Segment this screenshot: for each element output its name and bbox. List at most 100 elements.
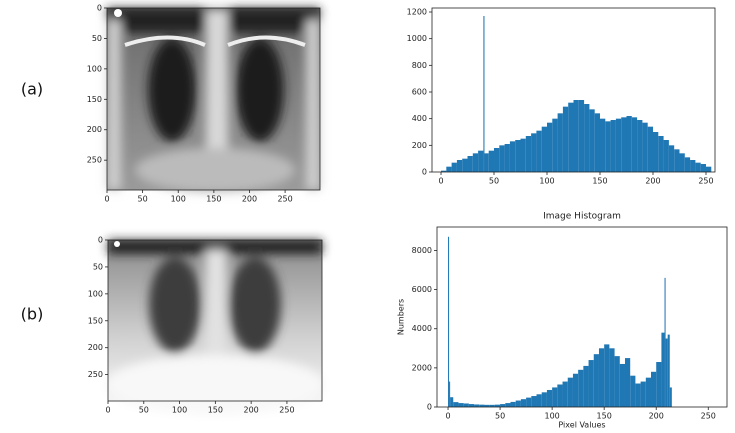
histogram-bar (658, 136, 664, 172)
histogram-bar (663, 140, 669, 172)
y-tick-label: 0 (97, 4, 102, 13)
histogram-bar (647, 126, 653, 172)
histogram-bar (567, 377, 573, 407)
histogram-bar (626, 116, 632, 172)
histogram-bar (573, 100, 579, 172)
histogram-bar (478, 150, 484, 172)
histogram-bar (705, 166, 712, 172)
histogram-bar (674, 149, 680, 172)
x-axis-label: Pixel Values (558, 421, 605, 430)
x-tick-label: 0 (438, 177, 443, 186)
histogram-bar (598, 348, 605, 407)
histogram-bar (594, 113, 600, 172)
histogram-bar (630, 375, 636, 407)
histogram-bar (462, 158, 468, 172)
histogram-bar (446, 166, 452, 172)
histogram-bar (578, 100, 585, 172)
histogram-bar (661, 332, 665, 407)
histogram-bar (656, 362, 662, 407)
histogram-bar (604, 344, 610, 407)
histogram-bar (536, 130, 542, 172)
histogram-bar (515, 400, 521, 407)
histogram-bar (467, 156, 473, 172)
y-tick-label: 400 (412, 114, 427, 123)
y-tick-label: 100 (88, 289, 103, 298)
histogram-bar (668, 145, 675, 172)
histogram-bar (536, 394, 542, 407)
histogram-bar (667, 334, 670, 407)
y-tick-label: 8000 (412, 246, 432, 255)
x-tick-label: 0 (105, 406, 110, 415)
y-tick-label: 1000 (407, 34, 427, 43)
x-tick-label: 50 (489, 177, 499, 186)
histogram-bar (483, 16, 485, 172)
histogram-bar (541, 392, 547, 407)
axes-frame (436, 226, 728, 408)
histogram-bar (635, 383, 641, 407)
histogram-bar (614, 356, 620, 407)
panel-label: (a) (21, 80, 43, 99)
histogram-bar (489, 404, 495, 407)
histogram-bar (619, 363, 625, 407)
y-tick-label: 0 (427, 403, 432, 412)
histogram-bar (690, 160, 696, 172)
histogram-bar (531, 396, 537, 407)
histogram-bar (664, 277, 666, 407)
histogram-bar (441, 170, 447, 172)
x-tick-label: 0 (445, 412, 450, 421)
histogram-bar (568, 102, 574, 172)
histogram-bar (484, 404, 490, 407)
y-tick-label: 800 (412, 61, 427, 70)
xray-image (107, 8, 320, 192)
histogram-bar (500, 404, 506, 407)
x-tick-label: 200 (645, 177, 660, 186)
histogram-bar (651, 371, 657, 407)
histogram-bar (450, 397, 454, 407)
x-tick-label: 0 (104, 195, 109, 204)
histogram-bar (520, 138, 526, 172)
histogram-bar (588, 360, 594, 407)
histogram-bar (578, 369, 584, 407)
x-tick-label: 200 (649, 412, 664, 421)
histogram-bar (599, 118, 606, 172)
histogram-bar (499, 145, 505, 172)
x-tick-label: 200 (244, 406, 259, 415)
histogram-bar (504, 144, 510, 172)
x-tick-label: 100 (544, 412, 559, 421)
histogram-bar (572, 373, 579, 407)
y-tick-label: 200 (412, 141, 427, 150)
histogram-bar (468, 404, 475, 407)
x-tick-label: 150 (206, 195, 221, 204)
y-tick-label: 100 (87, 64, 102, 73)
histogram-bar (642, 122, 648, 172)
histogram-bar (479, 404, 485, 407)
histogram-bar (515, 140, 521, 172)
histogram-bar (472, 153, 479, 172)
histogram-bar (520, 399, 527, 407)
histogram-bar (546, 389, 553, 407)
histogram-bar (652, 132, 659, 172)
histogram-bar (640, 381, 646, 407)
histogram-bar (589, 109, 595, 172)
x-tick-label: 250 (279, 406, 294, 415)
histogram-bar (451, 162, 457, 172)
x-tick-label: 150 (597, 412, 612, 421)
histogram-bar (510, 401, 516, 407)
histogram-bar (645, 377, 652, 407)
x-tick-label: 100 (539, 177, 554, 186)
histogram-bar (679, 153, 685, 172)
x-tick-label: 250 (701, 412, 716, 421)
x-tick-label: 100 (172, 406, 187, 415)
histogram-bar (531, 133, 537, 172)
histogram-bar (584, 104, 590, 172)
y-tick-label: 250 (87, 156, 102, 165)
y-tick-label: 50 (92, 34, 102, 43)
x-tick-label: 50 (139, 406, 149, 415)
x-tick-label: 50 (138, 195, 148, 204)
y-tick-label: 1200 (407, 8, 427, 17)
xray-image (105, 240, 325, 415)
histogram-bar (449, 381, 451, 407)
histogram-bar (526, 397, 532, 407)
histogram-bar (610, 120, 616, 172)
axes-frame (431, 7, 716, 173)
